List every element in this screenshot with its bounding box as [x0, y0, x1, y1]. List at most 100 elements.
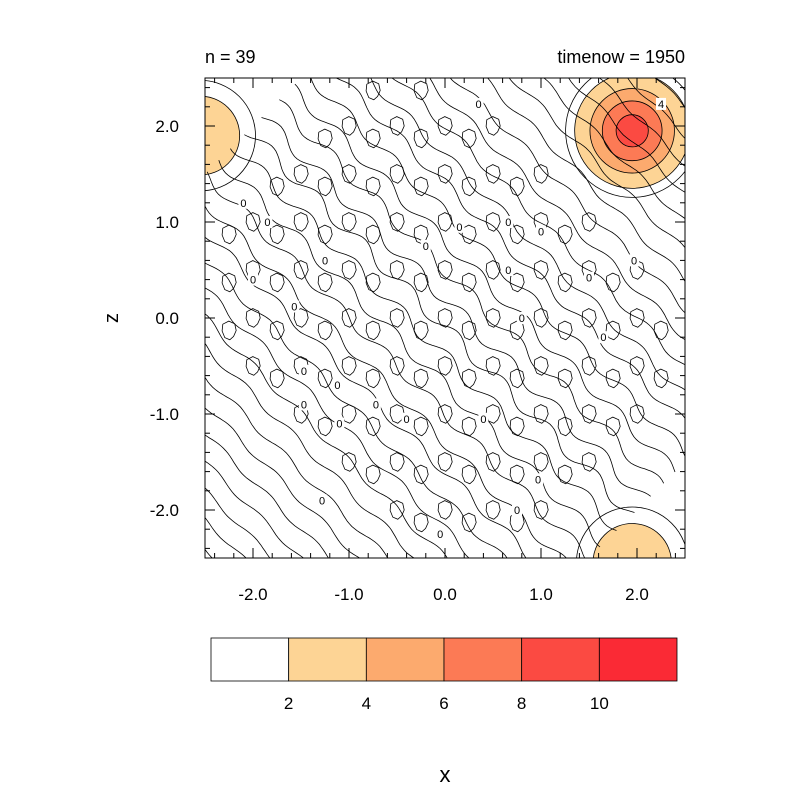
contour-label-bg [334, 417, 345, 430]
contour-cell [485, 356, 501, 376]
contour-cell [341, 404, 357, 424]
contour-line [205, 548, 213, 558]
contour-label-26: 0 [435, 528, 446, 541]
contour-line [205, 313, 448, 558]
contour-label-text: 0 [334, 380, 340, 392]
contour-cell [365, 128, 381, 149]
contour-label-17: 0 [332, 379, 343, 392]
contour-cell [389, 260, 405, 280]
contour-cell [509, 176, 525, 197]
contour-line [391, 78, 685, 366]
contour-cell [509, 464, 525, 485]
contour-label-text: 0 [291, 301, 297, 313]
contour-label-bg [298, 398, 309, 411]
peak-0-outer-contour [565, 78, 685, 198]
contour-cell [365, 224, 381, 245]
contour-cell [437, 500, 453, 520]
contour-cell [581, 356, 597, 376]
contour-cell [245, 212, 261, 232]
x-tick-label: 0.0 [433, 585, 457, 604]
contour-cell [365, 368, 381, 389]
contour-cell [629, 404, 645, 424]
contour-cell [293, 260, 309, 280]
contour-label-14: 0 [516, 312, 527, 325]
contour-cell [341, 452, 357, 472]
contour-label-18: 0 [370, 398, 381, 411]
contour-label-bg [473, 97, 484, 110]
contour-cell [533, 164, 549, 184]
contour-cell [245, 356, 261, 376]
contour-label-text: 0 [538, 227, 544, 239]
contour-cell [485, 452, 501, 472]
contour-cell [269, 176, 285, 197]
contour-labels: 4 0 0 0 0 0 0 0 0 0 0 0 0 0 0 0 0 0 0 0 0 0 0 0 0 0 0 [238, 97, 666, 541]
y-tick-label: -1.0 [150, 405, 179, 424]
contour-line [230, 148, 617, 531]
contour-cell [365, 464, 381, 485]
contour-cell [557, 464, 573, 485]
contour-line [205, 376, 389, 558]
contour-label-bg [454, 220, 465, 233]
contour-cell [509, 416, 525, 437]
contour-line [370, 78, 685, 391]
contour-cell [629, 356, 645, 376]
contour-label-3: 0 [262, 216, 273, 229]
contour-cell [269, 368, 285, 389]
contour-cell [485, 212, 501, 232]
x-tick-label: -2.0 [238, 585, 267, 604]
contour-cell [605, 416, 621, 437]
contour-line [335, 78, 685, 420]
contour-label-1: 0 [473, 97, 484, 111]
contour-label-text: 0 [250, 275, 256, 287]
contour-cell [413, 176, 429, 197]
contour-cell [317, 224, 333, 245]
contour-label-15: 0 [598, 331, 609, 344]
contour-label-7: 0 [420, 240, 431, 253]
peak-2-outer-contour [576, 506, 685, 558]
contour-label-text: 0 [519, 313, 525, 325]
contour-label-5: 0 [503, 216, 514, 229]
contour-label-22: 0 [478, 412, 489, 426]
contour-label-text: 0 [322, 255, 328, 267]
contour-cell [653, 368, 669, 389]
contour-line [261, 117, 651, 497]
colorbar-label: 10 [590, 694, 609, 713]
peak-2-band-2 [592, 523, 672, 558]
contour-cell [437, 452, 453, 472]
contour-label-10: 0 [503, 264, 514, 277]
colorbar-label: 2 [284, 694, 293, 713]
right-title: timenow = 1950 [557, 47, 685, 67]
contour-cell [461, 512, 477, 533]
colorbar-box-2 [365, 637, 445, 682]
contour-label-text: 0 [336, 419, 342, 431]
contour-cell [437, 260, 453, 280]
x-axis-label: x [440, 762, 451, 787]
contour-line [508, 78, 685, 249]
contour-label-bg [598, 331, 609, 344]
contour-label-bg [629, 254, 640, 267]
contour-cell [365, 80, 381, 101]
contour-line [543, 78, 685, 220]
contour-cell [533, 260, 549, 280]
contour-label-bg [332, 379, 343, 392]
contour-cell [461, 464, 477, 485]
contour-cell [605, 272, 621, 293]
contour-line [654, 78, 685, 109]
y-tick-label: 0.0 [155, 309, 179, 328]
contour-label-8: 0 [320, 254, 330, 267]
colorbar-box-4 [521, 637, 600, 682]
contour-label-text: 0 [319, 495, 325, 507]
colorbar: 2 4 6 8 10 [210, 637, 678, 713]
contour-label-text: 0 [301, 399, 307, 411]
contour-label-bg [317, 494, 328, 507]
contour-cell [413, 80, 429, 101]
contour-cell [605, 368, 621, 389]
y-tick-label: 1.0 [155, 213, 179, 232]
colorbar-box-1 [288, 637, 367, 682]
contour-cell [389, 452, 405, 472]
contour-line [206, 171, 586, 558]
contour-cell [341, 116, 357, 136]
contour-cell [509, 272, 525, 293]
contour-label-text: 0 [631, 255, 637, 267]
